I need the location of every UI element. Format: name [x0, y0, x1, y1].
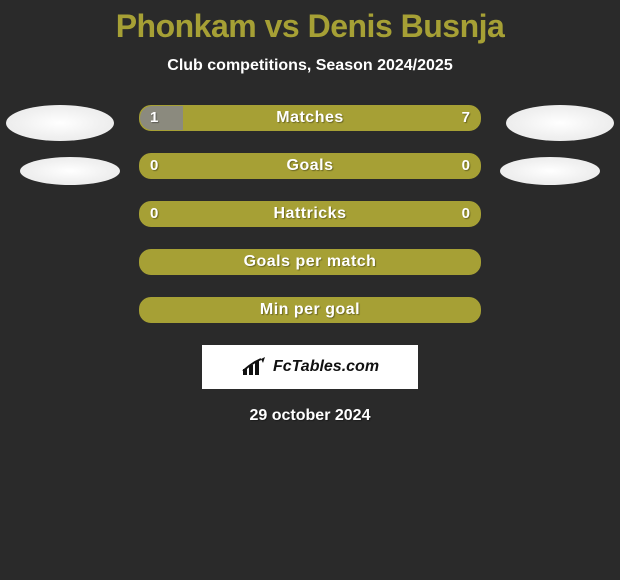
site-badge-text: FcTables.com [273, 358, 379, 376]
player2-photo-2 [500, 157, 600, 185]
player1-photo-2 [20, 157, 120, 185]
bars-icon [241, 357, 267, 377]
stat-label: Hattricks [140, 202, 480, 226]
page-title: Phonkam vs Denis Busnja [0, 8, 620, 45]
stat-label: Goals [140, 154, 480, 178]
stat-label: Goals per match [140, 250, 480, 274]
stats-area: 1 Matches 7 0 Goals 0 0 Hattricks 0 Goal… [0, 105, 620, 425]
site-badge[interactable]: FcTables.com [202, 345, 418, 389]
stat-row: 1 Matches 7 [139, 105, 481, 131]
page-subtitle: Club competitions, Season 2024/2025 [0, 57, 620, 75]
infographic-container: Phonkam vs Denis Busnja Club competition… [0, 8, 620, 425]
stat-row: Goals per match [139, 249, 481, 275]
stat-value-right: 0 [462, 202, 470, 226]
stat-row: Min per goal [139, 297, 481, 323]
date-label: 29 october 2024 [0, 407, 620, 425]
stat-value-right: 0 [462, 154, 470, 178]
stat-label: Matches [140, 106, 480, 130]
stat-row: 0 Hattricks 0 [139, 201, 481, 227]
stat-label: Min per goal [140, 298, 480, 322]
stat-row: 0 Goals 0 [139, 153, 481, 179]
stat-value-right: 7 [462, 106, 470, 130]
site-badge-inner: FcTables.com [241, 357, 379, 377]
player1-photo-1 [6, 105, 114, 141]
player2-photo-1 [506, 105, 614, 141]
